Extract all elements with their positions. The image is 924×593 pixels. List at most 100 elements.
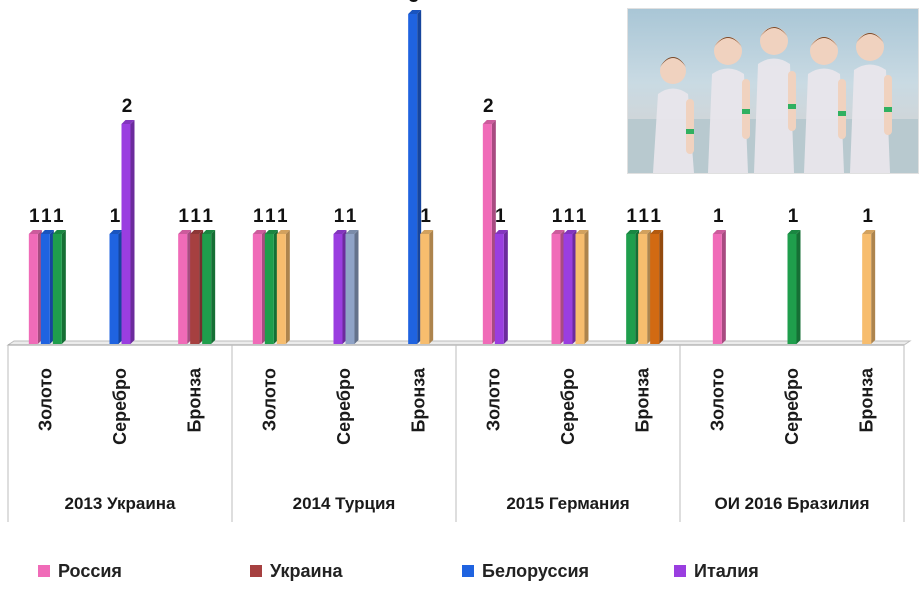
bar-top	[494, 230, 508, 234]
bar	[862, 234, 872, 344]
bar-top	[109, 230, 123, 234]
bar	[575, 234, 585, 344]
legend-swatch-belarus	[462, 565, 474, 577]
bar-top	[345, 230, 359, 234]
legend-swatch-italy	[674, 565, 686, 577]
legend: Россия Украина Белоруссия Италия	[0, 556, 924, 586]
category-label: Золото	[483, 368, 503, 431]
bar-top	[276, 230, 290, 234]
bar	[264, 234, 274, 344]
bar	[650, 234, 660, 344]
data-label: 1	[110, 206, 121, 227]
data-label: 1	[202, 206, 213, 227]
bar-top	[28, 230, 42, 234]
data-label: 1	[420, 206, 431, 227]
data-label: 2	[483, 96, 494, 117]
bar	[563, 234, 573, 344]
category-label: Бронза	[633, 367, 653, 433]
data-label: 1	[41, 206, 52, 227]
bar-side	[584, 230, 589, 344]
bar-side	[354, 230, 359, 344]
bar	[52, 234, 62, 344]
bar-top	[862, 230, 876, 234]
bar-top	[626, 230, 640, 234]
bar-top	[787, 230, 801, 234]
data-label: 1	[564, 206, 575, 227]
bar	[121, 124, 131, 344]
bar-side	[721, 230, 726, 344]
data-label: 1	[638, 206, 649, 227]
bar-top	[190, 230, 204, 234]
data-label: 1	[788, 206, 799, 227]
bar-top	[420, 230, 434, 234]
data-label: 1	[495, 206, 506, 227]
data-label: 1	[265, 206, 276, 227]
legend-label: Белоруссия	[482, 560, 590, 581]
bar-top	[252, 230, 266, 234]
legend-label: Россия	[58, 560, 122, 581]
bar-top	[40, 230, 54, 234]
bar-top	[551, 230, 565, 234]
bar	[626, 234, 636, 344]
bar-top	[202, 230, 216, 234]
legend-swatch-russia	[38, 565, 50, 577]
bar	[333, 234, 343, 344]
data-label: 1	[178, 206, 189, 227]
data-label: 2	[122, 96, 133, 117]
data-label: 1	[576, 206, 587, 227]
group-label: 2015 Германия	[506, 494, 629, 513]
legend-item-russia: Россия	[38, 556, 250, 586]
bar	[494, 234, 504, 344]
bar	[178, 234, 188, 344]
group-label: 2014 Турция	[293, 494, 396, 513]
legend-label: Италия	[694, 560, 759, 581]
category-label: Золото	[259, 368, 279, 431]
bar	[345, 234, 355, 344]
bar	[638, 234, 648, 344]
category-label: Золото	[707, 368, 727, 431]
bar-top	[650, 230, 664, 234]
data-label: 1	[552, 206, 563, 227]
bar-side	[429, 230, 434, 344]
group-label: 2013 Украина	[65, 494, 177, 513]
data-label: 1	[190, 206, 201, 227]
legend-item-ukraine: Украина	[250, 556, 462, 586]
category-label: Бронза	[185, 367, 205, 433]
group-label: ОИ 2016 Бразилия	[714, 494, 869, 513]
bar-top	[178, 230, 192, 234]
bar	[408, 14, 418, 344]
bar-side	[211, 230, 216, 344]
bar	[40, 234, 50, 344]
data-label: 1	[626, 206, 637, 227]
bar-top	[121, 120, 135, 124]
category-label: Серебро	[782, 368, 802, 445]
category-label: Бронза	[857, 367, 877, 433]
bar-side	[659, 230, 664, 344]
bar	[482, 124, 492, 344]
data-label: 1	[334, 206, 345, 227]
data-label: 1	[346, 206, 357, 227]
chart-floor	[6, 340, 912, 346]
bar	[276, 234, 286, 344]
bar-top	[563, 230, 577, 234]
category-label: Золото	[35, 368, 55, 431]
category-label: Серебро	[558, 368, 578, 445]
data-label: 1	[253, 206, 264, 227]
bar-top	[712, 230, 726, 234]
data-label: 1	[713, 206, 724, 227]
bar-top	[575, 230, 589, 234]
bar	[190, 234, 200, 344]
bar	[787, 234, 797, 344]
legend-item-belarus: Белоруссия	[462, 556, 674, 586]
data-label: 1	[53, 206, 64, 227]
data-label: 3	[408, 0, 419, 7]
category-label: Бронза	[409, 367, 429, 433]
bar-top	[333, 230, 347, 234]
bar-top	[482, 120, 496, 124]
gymnasts-photo	[627, 8, 919, 174]
data-label: 1	[650, 206, 661, 227]
bar-side	[61, 230, 66, 344]
bar-top	[408, 10, 422, 14]
bar-side	[285, 230, 290, 344]
